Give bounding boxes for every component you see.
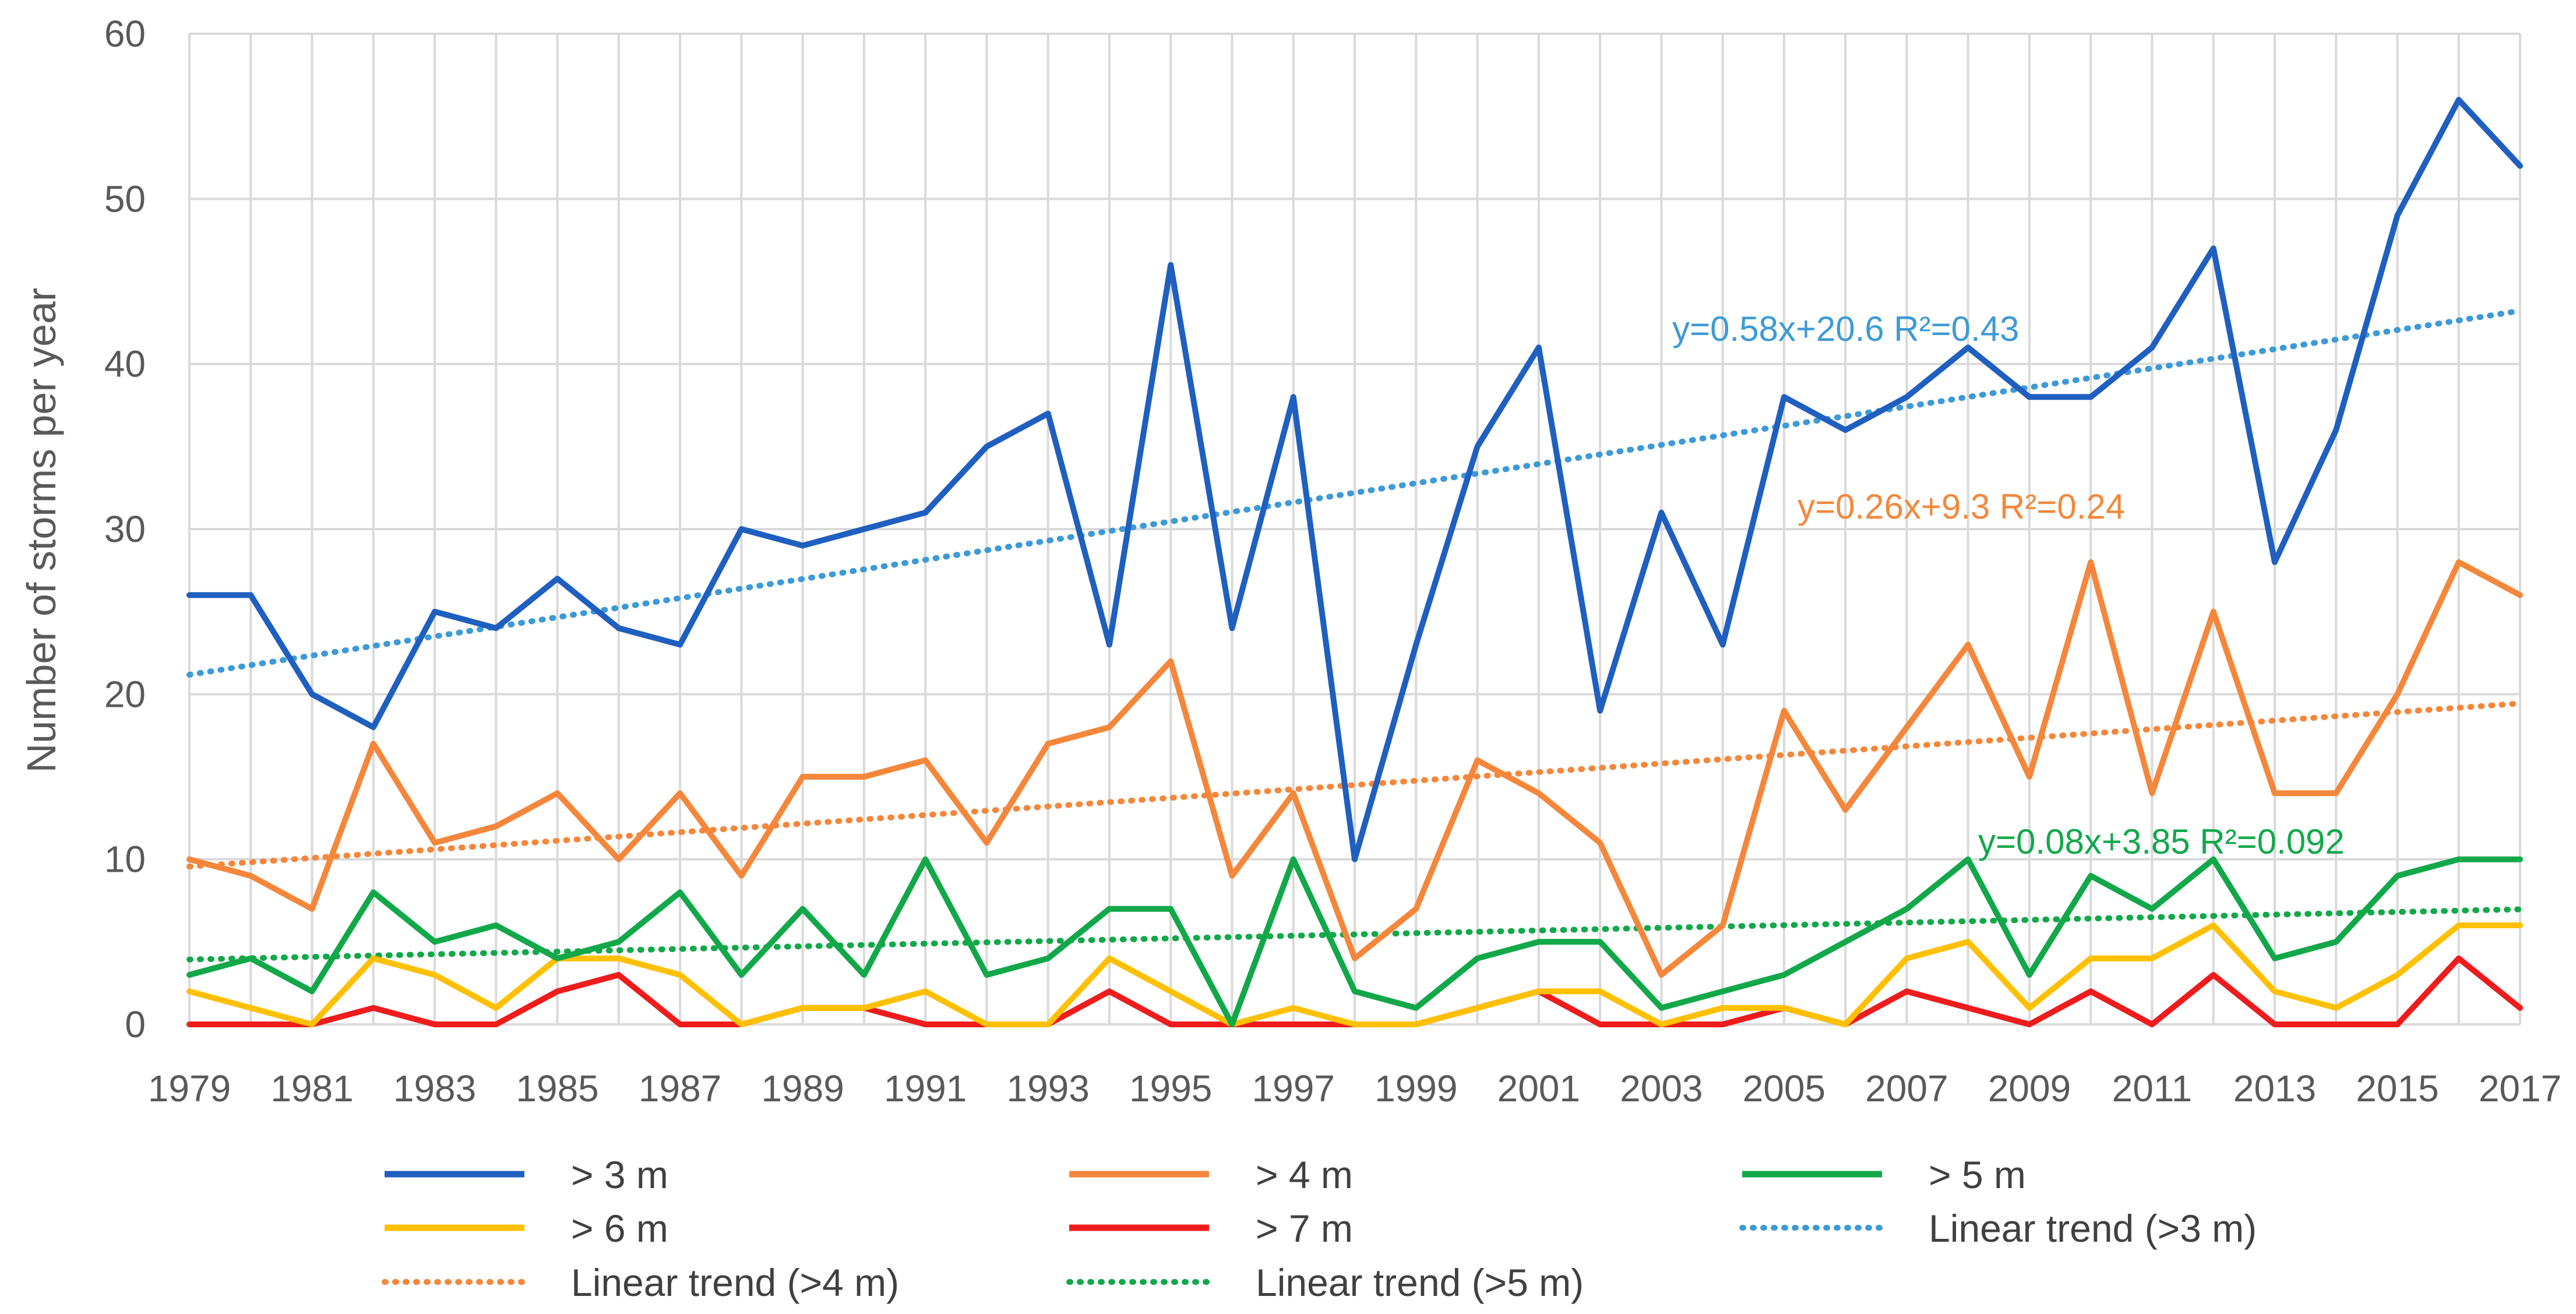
x-tick-label: 2003 bbox=[1620, 1068, 1703, 1109]
y-tick-label: 60 bbox=[104, 13, 146, 55]
y-tick-label: 10 bbox=[104, 839, 146, 880]
trend-equation-label: y=0.58x+20.6 R²=0.43 bbox=[1672, 309, 2019, 348]
legend-label: > 5 m bbox=[1929, 1153, 2026, 1196]
legend-label: > 7 m bbox=[1256, 1207, 1353, 1250]
legend-label: > 4 m bbox=[1256, 1153, 1353, 1196]
x-tick-label: 2009 bbox=[1988, 1068, 2071, 1109]
x-tick-label: 2001 bbox=[1497, 1068, 1580, 1109]
y-tick-label: 40 bbox=[104, 343, 146, 385]
x-tick-label: 1979 bbox=[148, 1068, 231, 1109]
x-tick-label: 1983 bbox=[393, 1068, 476, 1109]
series-line-3 bbox=[186, 856, 2523, 1027]
y-tick-label: 50 bbox=[104, 178, 146, 220]
trend-equation-label: y=0.26x+9.3 R²=0.24 bbox=[1798, 487, 2125, 526]
x-tick-label: 2005 bbox=[1743, 1068, 1826, 1109]
legend-label: Linear trend (>3 m) bbox=[1929, 1207, 2257, 1250]
data-series bbox=[186, 97, 2523, 1027]
legend-label: > 3 m bbox=[571, 1153, 668, 1196]
x-tick-label: 2007 bbox=[1865, 1068, 1948, 1109]
series-line-2 bbox=[186, 559, 2523, 978]
x-tick-label: 1995 bbox=[1129, 1068, 1212, 1109]
gridlines bbox=[188, 33, 2521, 1026]
x-tick-label: 1987 bbox=[639, 1068, 721, 1109]
series-line-4 bbox=[186, 922, 2523, 1027]
legend-label: > 6 m bbox=[571, 1207, 668, 1250]
y-tick-label: 0 bbox=[125, 1003, 146, 1045]
series-line-1 bbox=[186, 97, 2523, 862]
y-tick-label: 30 bbox=[104, 508, 146, 550]
x-tick-label: 1999 bbox=[1375, 1068, 1457, 1109]
x-tick-label: 2017 bbox=[2479, 1068, 2561, 1109]
x-tick-label: 1981 bbox=[270, 1068, 353, 1109]
x-tick-label: 1991 bbox=[884, 1068, 967, 1109]
y-tick-label: 20 bbox=[104, 673, 146, 715]
trend-line-2 bbox=[186, 700, 2523, 870]
trend-equation-labels: y=0.58x+20.6 R²=0.43 y=0.26x+9.3 R²=0.24 y… bbox=[1672, 309, 2345, 861]
y-axis-title: Number of storms per year bbox=[19, 288, 64, 773]
legend: > 3 m > 4 m > 5 m > 6 m > 7 m Linear trend (>… bbox=[382, 1153, 2257, 1304]
x-tick-label: 1989 bbox=[761, 1068, 844, 1109]
y-axis-ticks: 0 10 20 30 40 50 60 bbox=[104, 13, 146, 1045]
x-axis-ticks: 1979 1981 1983 1985 1987 1989 1991 1993 1995 1997… bbox=[148, 1068, 2561, 1109]
x-tick-label: 2011 bbox=[2112, 1068, 2193, 1109]
legend-label: Linear trend (>5 m) bbox=[1256, 1261, 1584, 1304]
x-tick-label: 1997 bbox=[1252, 1068, 1335, 1109]
x-tick-label: 2013 bbox=[2233, 1068, 2316, 1109]
legend-label: Linear trend (>4 m) bbox=[571, 1261, 899, 1304]
trend-equation-label: y=0.08x+3.85 R²=0.092 bbox=[1978, 822, 2345, 861]
x-tick-label: 1985 bbox=[516, 1068, 598, 1109]
x-tick-label: 1993 bbox=[1006, 1068, 1089, 1109]
x-tick-label: 2015 bbox=[2356, 1068, 2438, 1109]
